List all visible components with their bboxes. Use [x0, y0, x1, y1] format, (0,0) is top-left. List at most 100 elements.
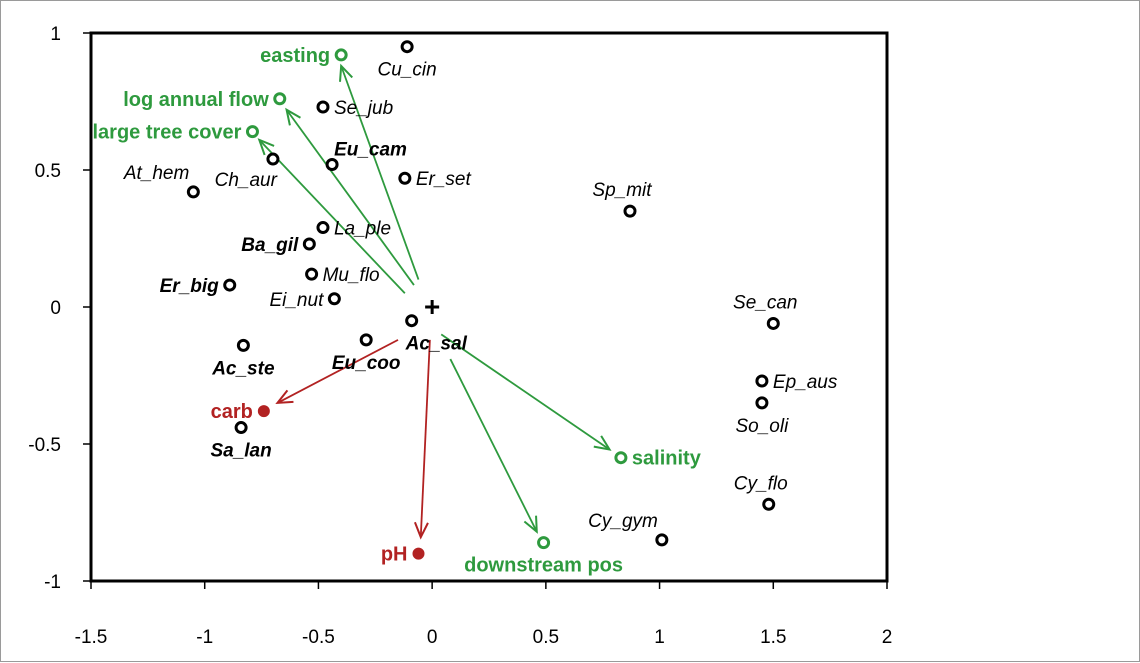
- species-label: Cy_gym: [588, 511, 658, 532]
- arrow-shaft: [449, 358, 538, 533]
- species-label: Eu_cam: [334, 140, 407, 161]
- env-ph: pH: [381, 544, 425, 566]
- species-point: [405, 314, 419, 328]
- species-label: Ba_gil: [241, 235, 299, 256]
- y-tick-label: 1: [50, 24, 61, 45]
- species-la-ple: La_ple: [316, 219, 391, 240]
- y-tick-label: -0.5: [28, 435, 61, 456]
- species-label: Sp_mit: [592, 180, 652, 201]
- species-label: La_ple: [334, 219, 391, 240]
- species-cy-gym: Cy_gym: [588, 511, 669, 547]
- species-point: [223, 278, 237, 292]
- arrow-shaft: [340, 65, 420, 280]
- env-salinity: salinity: [614, 448, 702, 470]
- species-so-oli: So_oli: [736, 396, 790, 437]
- species-point: [400, 40, 414, 54]
- species-point: [762, 497, 776, 511]
- species-ac-ste: Ac_ste: [211, 338, 275, 379]
- y-axis-ticks: 1 0.5 0 -0.5 -1: [28, 24, 91, 593]
- arrow-shaft: [440, 333, 611, 451]
- species-point: [623, 204, 637, 218]
- species-se-jub: Se_jub: [316, 98, 393, 119]
- arrow-3: [440, 333, 612, 451]
- y-tick-label: 0: [50, 298, 61, 319]
- arrow-head: [275, 389, 294, 405]
- env-point: [412, 547, 425, 560]
- x-tick-label: -1.5: [75, 627, 108, 648]
- species-point: [359, 333, 373, 347]
- env-easting: easting: [260, 45, 348, 67]
- arrow-head: [257, 138, 275, 156]
- species-cu-cin: Cu_cin: [378, 40, 437, 81]
- species-label: At_hem: [123, 163, 189, 184]
- species-label: Er_set: [416, 169, 472, 190]
- arrow-head: [413, 521, 429, 540]
- species-point: [316, 100, 330, 114]
- species-point: [655, 533, 669, 547]
- env-label: downstream pos: [464, 555, 623, 577]
- x-tick-label: -0.5: [302, 627, 335, 648]
- x-tick-label: 2: [882, 627, 893, 648]
- species-point: [234, 421, 248, 435]
- species-point: [325, 158, 339, 172]
- species-point: [755, 396, 769, 410]
- arrow-shaft: [258, 139, 406, 294]
- env-label: large tree cover: [92, 122, 241, 144]
- x-tick-label: -1: [196, 627, 213, 648]
- species-label: So_oli: [736, 416, 790, 437]
- env-label: salinity: [632, 448, 702, 470]
- species-eu-cam: Eu_cam: [325, 140, 407, 172]
- species-point: [186, 185, 200, 199]
- arrow-1: [285, 107, 415, 286]
- species-label: Eu_coo: [332, 353, 401, 374]
- env-large-tree-cover: large tree cover: [92, 122, 259, 144]
- x-axis-ticks: -1.5 -1 -0.5 0 0.5 1 1.5 2: [75, 581, 893, 648]
- y-tick-label: 0.5: [35, 161, 61, 182]
- env-point: [257, 405, 270, 418]
- species-label: Se_jub: [334, 98, 393, 119]
- env-label: pH: [381, 544, 408, 566]
- env-label: easting: [260, 45, 330, 67]
- env-point: [273, 92, 287, 106]
- species-points: Cu_cin Se_jub Eu_cam Er_set Ch_aur At_hem La_p…: [123, 40, 838, 547]
- species-point: [766, 316, 780, 330]
- species-ep-aus: Ep_aus: [755, 372, 838, 393]
- species-ac-sal: Ac_sal: [405, 314, 468, 355]
- species-label: Sa_lan: [210, 441, 271, 462]
- arrow-2: [257, 138, 406, 294]
- arrow-head: [339, 63, 353, 82]
- arrow-shaft: [285, 109, 415, 286]
- arrow-head: [523, 515, 538, 534]
- x-tick-label: 1.5: [760, 627, 786, 648]
- species-label: Ac_sal: [405, 334, 468, 355]
- species-at-hem: At_hem: [123, 163, 200, 199]
- species-cy-flo: Cy_flo: [734, 473, 788, 511]
- species-sp-mit: Sp_mit: [592, 180, 652, 218]
- species-label: Ac_ste: [211, 358, 275, 379]
- arrow-shaft: [277, 339, 399, 404]
- arrow-head: [285, 107, 301, 126]
- arrow-6: [413, 339, 431, 540]
- arrow-0: [339, 63, 420, 280]
- species-label: Cy_flo: [734, 473, 788, 494]
- env-point: [614, 451, 628, 465]
- species-label: Cu_cin: [378, 60, 437, 81]
- arrow-4: [449, 358, 538, 534]
- arrow-5: [275, 339, 399, 405]
- x-tick-label: 0: [427, 627, 438, 648]
- arrow-head: [593, 435, 612, 451]
- species-point: [755, 374, 769, 388]
- env-label: log annual flow: [123, 89, 269, 111]
- species-point: [266, 152, 280, 166]
- species-sa-lan: Sa_lan: [210, 421, 272, 462]
- x-tick-label: 1: [654, 627, 665, 648]
- species-point: [236, 338, 250, 352]
- species-point: [302, 237, 316, 251]
- x-tick-label: 0.5: [533, 627, 559, 648]
- env-log-annual-flow: log annual flow: [123, 89, 287, 111]
- species-point: [305, 267, 319, 281]
- species-se-can: Se_can: [733, 292, 798, 330]
- species-label: Ch_aur: [215, 170, 278, 191]
